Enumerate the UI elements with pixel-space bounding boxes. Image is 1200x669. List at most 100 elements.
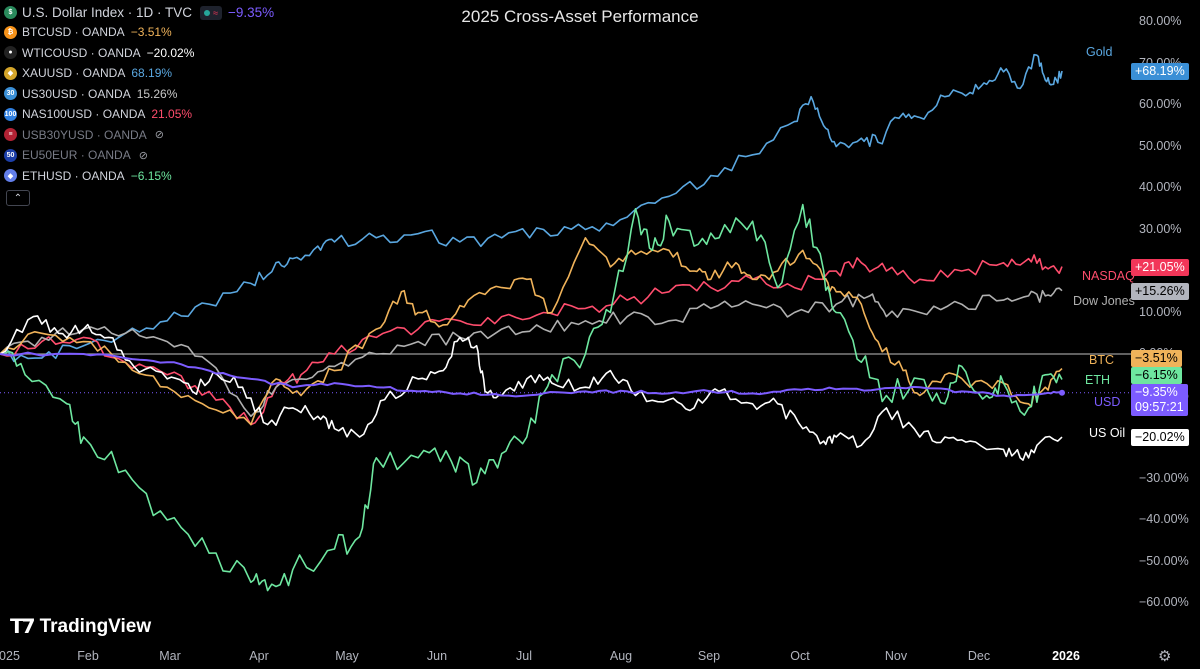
series-value-badge: +15.26% [1131,283,1189,300]
chevron-up-icon: ⌃ [13,192,23,204]
x-tick-label: Jun [426,649,448,663]
y-tick-label: −40.00% [1139,512,1189,526]
approx-icon: ≈ [213,7,219,18]
collapse-legend-button[interactable]: ⌃ [6,190,30,206]
dollar-icon: $ [4,6,17,19]
legend-symbol-value: −3.51% [130,25,172,40]
gear-icon[interactable]: ⚙ [1158,648,1172,665]
legend-symbol-name: US30USD · OANDA [22,86,131,101]
y-tick-label: 60.00% [1139,97,1182,111]
legend-symbol-value: 68.19% [131,66,173,81]
series-line-us-oil [0,315,1063,461]
nas100-icon: 100 [4,107,17,121]
brand-name: TradingView [39,615,152,637]
legend-main-name: U.S. Dollar Index · 1D · TVC [22,5,193,20]
y-tick-label: 80.00% [1139,14,1182,28]
series-name-label: ETH [1085,373,1110,387]
series-line-usd [0,351,1063,398]
x-tick-label: May [335,649,359,663]
legend-row[interactable]: ₿ BTCUSD · OANDA −3.51% [4,22,274,43]
series-line-eth [0,203,1063,592]
x-tick-label: Nov [884,649,908,663]
us30-icon: 30 [4,87,17,101]
x-tick-label: Oct [790,649,810,663]
market-status-dot [204,9,211,16]
legend-symbol-value: 21.05% [151,107,193,122]
x-tick-label: 2025 [0,649,20,663]
legend-row[interactable]: ◆ XAUUSD · OANDA 68.19% [4,63,274,84]
series-value-badge: +21.05% [1131,259,1189,276]
badge-countdown: 09:57:21 [1135,400,1184,414]
badge-value: +68.19% [1135,64,1185,78]
legend-row[interactable]: ◆ ETHUSD · OANDA −6.15% [4,166,274,187]
badge-value: +21.05% [1135,260,1185,274]
y-tick-label: 10.00% [1139,304,1182,319]
eye-off-icon[interactable]: ⊘ [138,149,148,162]
badge-value: −6.15% [1135,368,1178,382]
x-tick-label: 2026 [1052,649,1080,663]
x-tick-label: Jul [516,649,532,663]
eu50-icon: 50 [4,148,17,162]
series-name-label: BTC [1089,353,1114,367]
legend-row[interactable]: 50 EU50EUR · OANDA ⊘ [4,145,274,166]
y-tick-label: 50.00% [1139,138,1182,153]
eye-off-icon[interactable]: ⊘ [154,129,164,142]
legend-row[interactable]: 30 US30USD · OANDA 15.26% [4,84,274,105]
series-line-dow-jones [0,287,1063,418]
badge-value: −9.35% [1135,385,1178,399]
series-line-gold [0,53,1063,363]
legend-symbol-value: 15.26% [136,86,178,101]
x-tick-label: Feb [77,649,99,663]
series-name-label: Dow Jones [1073,294,1135,308]
legend-main-value: −9.35% [228,5,275,20]
series-value-badge: −9.35% 09:57:21 [1131,384,1188,416]
legend-symbol-name: EU50EUR · OANDA [22,148,131,163]
y-tick-label: −60.00% [1139,595,1189,609]
x-tick-label: Dec [967,649,991,663]
usd-last-point [1059,389,1065,396]
series-name-label: NASDAQ [1082,269,1135,283]
legend-row[interactable]: ● WTICOUSD · OANDA −20.02% [4,43,274,64]
series-value-badge: −20.02% [1131,429,1189,446]
badge-value: −20.02% [1135,430,1185,444]
legend-row[interactable]: 100 NAS100USD · OANDA 21.05% [4,104,274,125]
legend-symbol-name: BTCUSD · OANDA [22,25,125,40]
status-pill[interactable]: ≈ [200,5,223,20]
y-tick-label: −50.00% [1139,553,1189,568]
series-name-label: USD [1094,395,1121,409]
legend-row[interactable]: ≡ USB30YUSD · OANDA ⊘ [4,125,274,146]
legend-symbol-name: XAUUSD · OANDA [22,66,126,81]
series-value-badge: +68.19% [1131,63,1189,80]
gold-icon: ◆ [4,66,17,80]
chart-title: 2025 Cross-Asset Performance [461,7,699,26]
y-tick-label: 40.00% [1139,180,1182,194]
series-name-label: US Oil [1089,426,1126,440]
series-line-nasdaq [0,254,1063,426]
legend-symbol-name: NAS100USD · OANDA [22,107,146,122]
btc-icon: ₿ [4,25,17,39]
legend-symbol-value: −20.02% [146,45,195,60]
series-value-badge: −6.15% [1131,367,1182,384]
legend-symbol-value: −6.15% [130,168,172,183]
chart-legend: $ U.S. Dollar Index · 1D · TVC ≈ −9.35% … [4,3,274,206]
tradingview-logo[interactable]: 𝗧𝟳 TradingView [10,614,151,639]
x-tick-label: Aug [609,649,633,663]
tradingview-logo-icon: 𝗧𝟳 [10,616,36,638]
legend-main-row[interactable]: $ U.S. Dollar Index · 1D · TVC ≈ −9.35% [4,3,274,22]
eth-icon: ◆ [4,169,17,183]
x-tick-label: Mar [159,649,181,663]
x-tick-label: Sep [697,649,721,663]
y-tick-label: 30.00% [1139,221,1182,236]
series-value-badge: −3.51% [1131,350,1182,367]
us-flag-icon: ≡ [4,128,17,142]
badge-value: −3.51% [1135,351,1178,365]
legend-symbol-name: USB30YUSD · OANDA [22,127,147,142]
badge-value: +15.26% [1135,284,1185,298]
oil-drop-icon: ● [4,46,17,60]
x-tick-label: Apr [249,649,269,663]
series-name-label: Gold [1086,45,1113,59]
legend-symbol-name: ETHUSD · OANDA [22,168,125,183]
legend-symbol-name: WTICOUSD · OANDA [22,45,141,60]
y-tick-label: −30.00% [1139,470,1189,485]
